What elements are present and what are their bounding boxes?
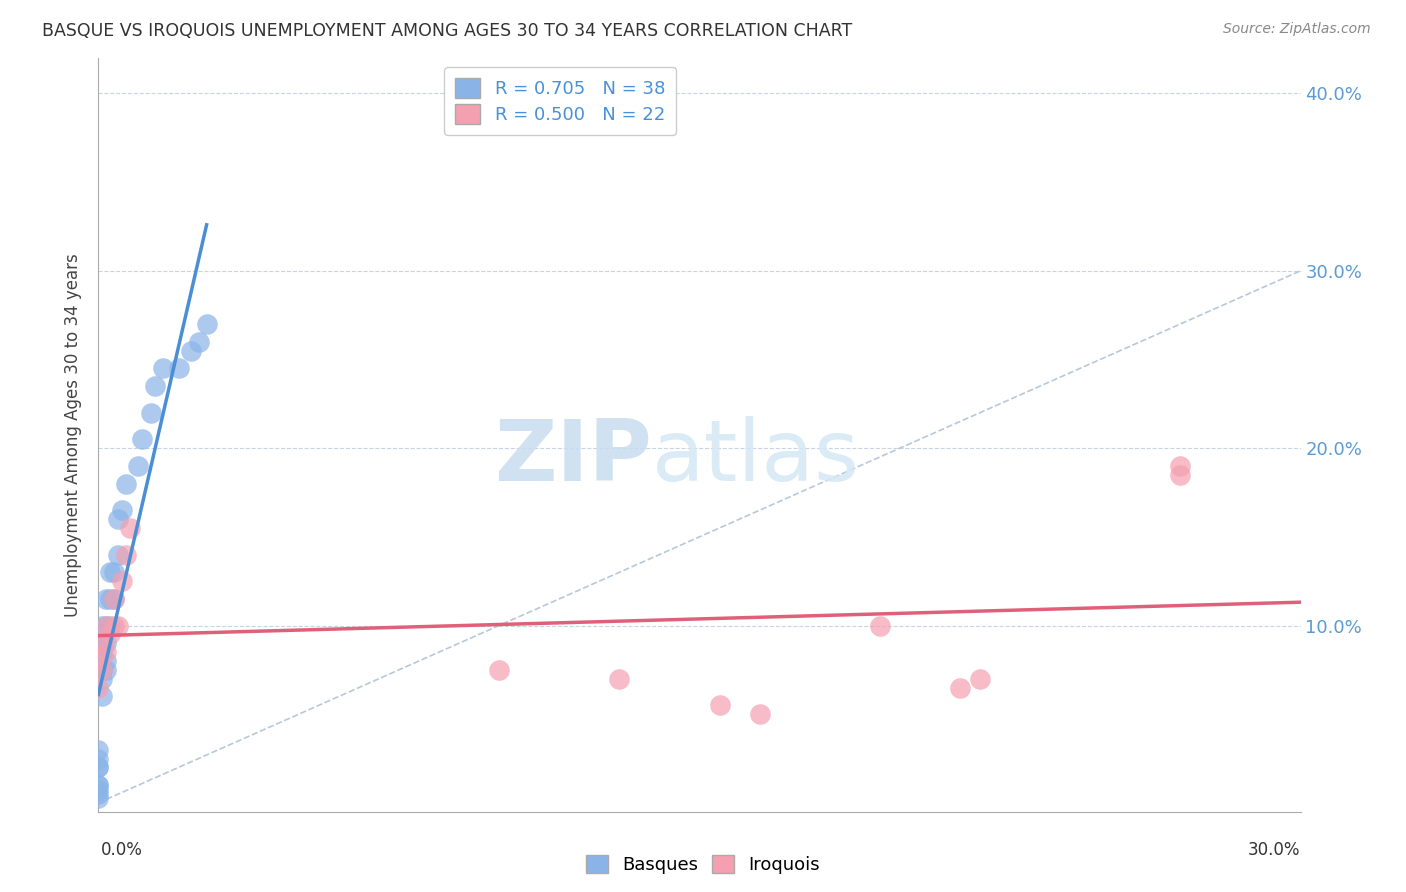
Text: atlas: atlas bbox=[651, 416, 859, 499]
Point bbox=[869, 618, 891, 632]
Point bbox=[115, 476, 138, 491]
Point bbox=[103, 591, 125, 606]
Point bbox=[120, 521, 142, 535]
Point bbox=[1170, 458, 1192, 473]
Point bbox=[91, 690, 114, 704]
Point bbox=[87, 790, 110, 805]
Point bbox=[195, 317, 218, 331]
Point bbox=[143, 379, 166, 393]
Point bbox=[87, 760, 110, 774]
Point bbox=[87, 742, 110, 756]
Point bbox=[1170, 467, 1192, 482]
Point bbox=[87, 787, 110, 801]
Text: 30.0%: 30.0% bbox=[1249, 840, 1301, 858]
Point bbox=[187, 334, 209, 349]
Point bbox=[87, 760, 110, 774]
Point bbox=[103, 566, 125, 580]
Point bbox=[96, 663, 118, 677]
Point bbox=[709, 698, 731, 713]
Point bbox=[87, 654, 110, 668]
Point bbox=[111, 503, 134, 517]
Legend: Basques, Iroquois: Basques, Iroquois bbox=[579, 847, 827, 881]
Point bbox=[100, 627, 122, 641]
Point bbox=[91, 672, 114, 686]
Point bbox=[107, 512, 129, 526]
Text: BASQUE VS IROQUOIS UNEMPLOYMENT AMONG AGES 30 TO 34 YEARS CORRELATION CHART: BASQUE VS IROQUOIS UNEMPLOYMENT AMONG AG… bbox=[42, 22, 852, 40]
Point bbox=[91, 618, 114, 632]
Point bbox=[152, 361, 174, 376]
Point bbox=[103, 591, 125, 606]
Point bbox=[100, 591, 122, 606]
Point bbox=[139, 406, 162, 420]
Point bbox=[87, 751, 110, 765]
Point bbox=[167, 361, 190, 376]
Point bbox=[96, 636, 118, 650]
Point bbox=[488, 663, 510, 677]
Point bbox=[87, 778, 110, 792]
Point bbox=[100, 618, 122, 632]
Point bbox=[91, 645, 114, 659]
Point bbox=[91, 663, 114, 677]
Point bbox=[748, 707, 770, 722]
Y-axis label: Unemployment Among Ages 30 to 34 years: Unemployment Among Ages 30 to 34 years bbox=[65, 253, 83, 616]
Point bbox=[103, 618, 125, 632]
Point bbox=[96, 591, 118, 606]
Point bbox=[87, 783, 110, 797]
Text: ZIP: ZIP bbox=[494, 416, 651, 499]
Point bbox=[609, 672, 631, 686]
Text: 0.0%: 0.0% bbox=[101, 840, 143, 858]
Point bbox=[96, 654, 118, 668]
Point bbox=[91, 636, 114, 650]
Point bbox=[949, 681, 972, 695]
Point bbox=[115, 548, 138, 562]
Point bbox=[100, 566, 122, 580]
Point bbox=[87, 681, 110, 695]
Point bbox=[87, 778, 110, 792]
Point bbox=[128, 458, 150, 473]
Point bbox=[107, 548, 129, 562]
Point bbox=[96, 645, 118, 659]
Point bbox=[131, 432, 153, 446]
Point bbox=[91, 636, 114, 650]
Point bbox=[96, 618, 118, 632]
Point bbox=[111, 574, 134, 589]
Point bbox=[107, 618, 129, 632]
Point bbox=[91, 663, 114, 677]
Point bbox=[96, 618, 118, 632]
Point bbox=[180, 343, 202, 358]
Point bbox=[969, 672, 991, 686]
Legend: R = 0.705   N = 38, R = 0.500   N = 22: R = 0.705 N = 38, R = 0.500 N = 22 bbox=[444, 67, 676, 135]
Text: Source: ZipAtlas.com: Source: ZipAtlas.com bbox=[1223, 22, 1371, 37]
